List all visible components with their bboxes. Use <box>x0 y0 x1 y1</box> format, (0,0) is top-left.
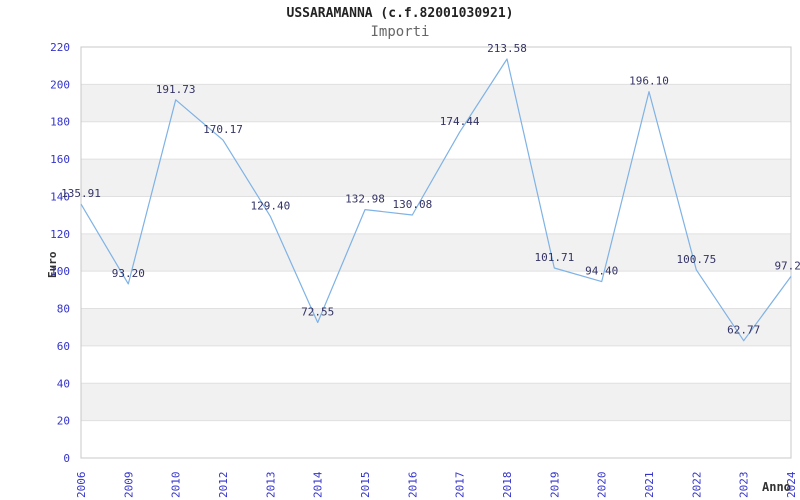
data-label: 170.17 <box>203 123 243 136</box>
data-label: 196.10 <box>629 75 669 88</box>
x-tick-label: 2021 <box>643 472 656 499</box>
x-tick-label: 2013 <box>264 472 277 499</box>
y-tick-label: 140 <box>50 190 70 203</box>
data-label: 130.08 <box>392 198 432 211</box>
y-tick-label: 160 <box>50 153 70 166</box>
y-tick-label: 80 <box>57 303 70 316</box>
data-label: 135.91 <box>61 187 101 200</box>
series-line <box>80 58 792 342</box>
data-label: 132.98 <box>345 193 385 206</box>
data-label: 100.75 <box>676 253 716 266</box>
plot-band <box>81 383 791 421</box>
plot-band <box>81 84 791 122</box>
x-tick-label: 2014 <box>312 471 325 498</box>
data-label: 191.73 <box>156 83 196 96</box>
data-label: 129.40 <box>250 199 290 212</box>
chart-title: USSARAMANNA (c.f.82001030921) <box>286 6 514 21</box>
y-tick-label: 100 <box>50 265 70 278</box>
plot-band <box>81 233 791 272</box>
chart-subtitle: Importi <box>370 24 430 40</box>
plot-band <box>81 308 791 346</box>
x-tick-label: 2019 <box>548 472 561 499</box>
y-tick-label: 0 <box>63 452 70 465</box>
x-tick-label: 2020 <box>596 472 609 499</box>
data-label: 213.58 <box>487 42 527 55</box>
data-label: 97.22 <box>774 259 800 272</box>
y-tick-label: 40 <box>57 377 70 390</box>
y-tick-label: 220 <box>50 41 70 54</box>
data-label: 101.71 <box>534 251 574 264</box>
data-label: 72.55 <box>301 305 334 318</box>
data-label: 62.77 <box>727 324 760 337</box>
x-tick-label: 2009 <box>122 472 135 499</box>
y-tick-label: 20 <box>57 415 70 428</box>
y-tick-label: 200 <box>50 78 70 91</box>
data-label: 174.44 <box>440 115 480 128</box>
x-tick-label: 2022 <box>690 472 703 499</box>
x-tick-label: 2024 <box>785 471 798 498</box>
y-tick-label: 120 <box>50 228 70 241</box>
y-tick-label: 180 <box>50 116 70 129</box>
x-tick-label: 2016 <box>406 472 419 499</box>
data-label: 94.40 <box>585 265 618 278</box>
x-tick-label: 2017 <box>454 472 467 499</box>
x-tick-label: 2010 <box>170 472 183 499</box>
y-axis-title: Euro <box>46 251 59 278</box>
data-label: 93.20 <box>112 267 145 280</box>
plot-band <box>81 159 791 197</box>
x-tick-label: 2023 <box>738 472 751 499</box>
x-tick-label: 2018 <box>501 472 514 499</box>
x-axis-title: Anno <box>762 480 791 494</box>
x-tick-label: 2006 <box>75 472 88 499</box>
plot-border <box>80 46 792 459</box>
x-tick-label: 2012 <box>217 472 230 499</box>
y-tick-label: 60 <box>57 340 70 353</box>
x-tick-label: 2015 <box>359 472 372 499</box>
